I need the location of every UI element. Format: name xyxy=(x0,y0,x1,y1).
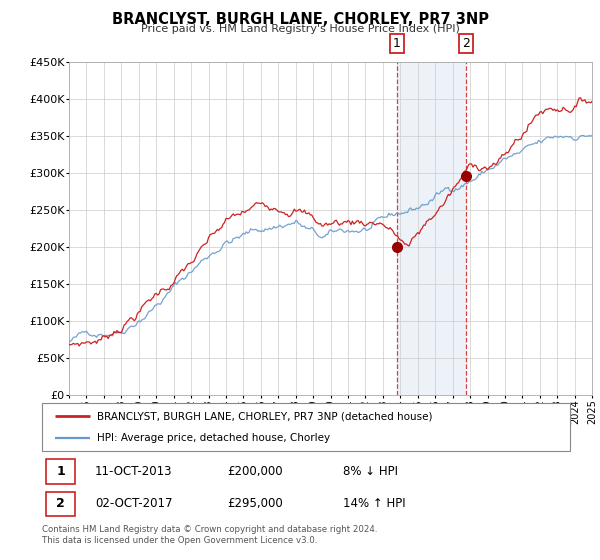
FancyBboxPatch shape xyxy=(46,492,75,516)
Text: BRANCLYST, BURGH LANE, CHORLEY, PR7 3NP: BRANCLYST, BURGH LANE, CHORLEY, PR7 3NP xyxy=(112,12,488,27)
Text: £295,000: £295,000 xyxy=(227,497,283,510)
Text: 11-OCT-2013: 11-OCT-2013 xyxy=(95,465,172,478)
Text: 2: 2 xyxy=(56,497,65,510)
Text: 02-OCT-2017: 02-OCT-2017 xyxy=(95,497,172,510)
FancyBboxPatch shape xyxy=(42,403,570,451)
Text: 1: 1 xyxy=(56,465,65,478)
Text: Price paid vs. HM Land Registry's House Price Index (HPI): Price paid vs. HM Land Registry's House … xyxy=(140,24,460,34)
Bar xyxy=(397,62,466,395)
FancyBboxPatch shape xyxy=(46,459,75,484)
Text: 8% ↓ HPI: 8% ↓ HPI xyxy=(343,465,398,478)
Text: 1: 1 xyxy=(393,37,401,50)
Text: 2: 2 xyxy=(462,37,470,50)
Text: Contains HM Land Registry data © Crown copyright and database right 2024.: Contains HM Land Registry data © Crown c… xyxy=(42,525,377,534)
Text: HPI: Average price, detached house, Chorley: HPI: Average price, detached house, Chor… xyxy=(97,433,331,443)
Text: BRANCLYST, BURGH LANE, CHORLEY, PR7 3NP (detached house): BRANCLYST, BURGH LANE, CHORLEY, PR7 3NP … xyxy=(97,411,433,421)
Text: £200,000: £200,000 xyxy=(227,465,283,478)
Text: This data is licensed under the Open Government Licence v3.0.: This data is licensed under the Open Gov… xyxy=(42,536,317,545)
Text: 14% ↑ HPI: 14% ↑ HPI xyxy=(343,497,406,510)
